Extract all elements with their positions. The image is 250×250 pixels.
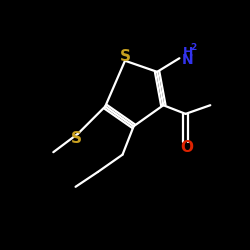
Text: N: N <box>182 53 194 67</box>
Text: O: O <box>180 140 193 155</box>
Text: 2: 2 <box>190 43 196 52</box>
Text: S: S <box>120 49 130 64</box>
Text: S: S <box>71 130 82 146</box>
Text: H: H <box>183 46 193 59</box>
